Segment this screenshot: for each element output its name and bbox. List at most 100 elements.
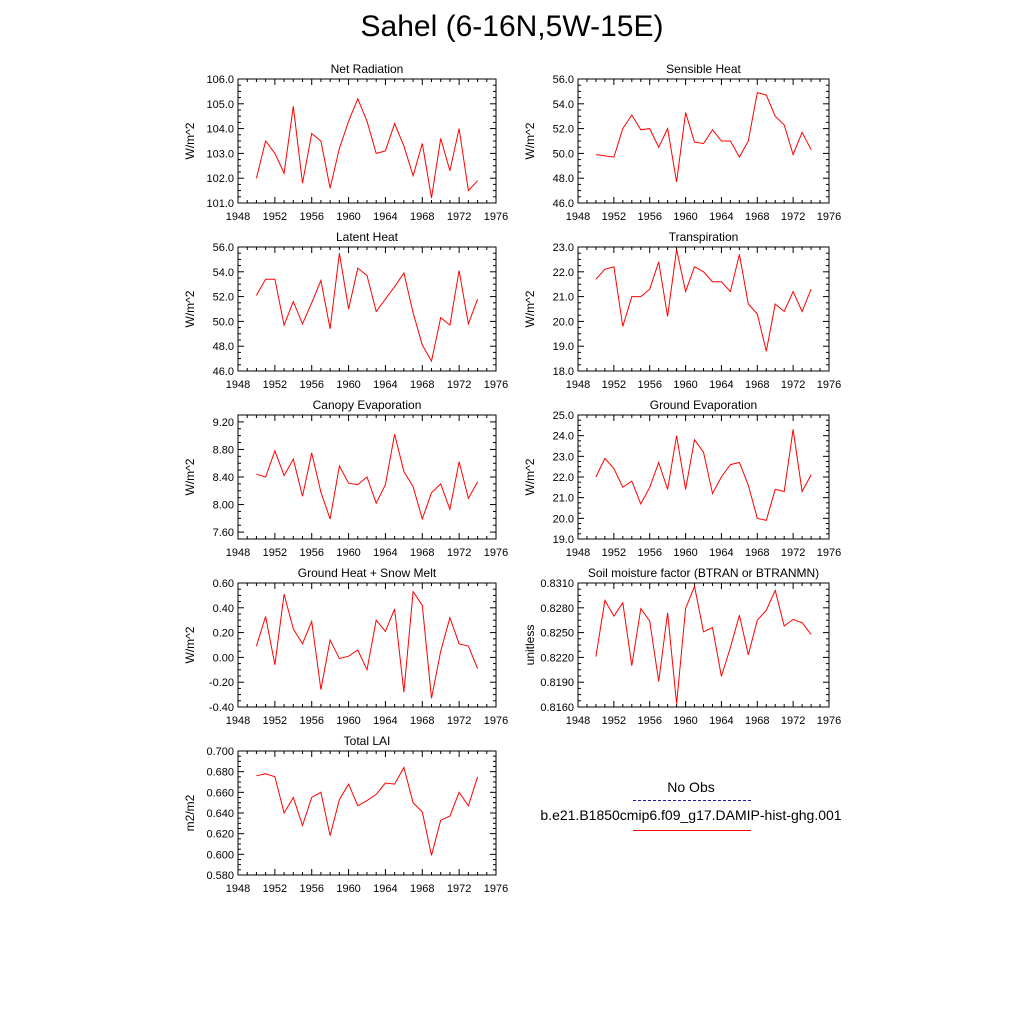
legend-obs-label: No Obs [667,779,715,795]
x-tick-label: 1960 [336,211,360,223]
y-axis-label: W/m^2 [523,122,537,159]
x-tick-label: 1968 [410,715,434,727]
y-tick-label: 19.0 [553,341,574,353]
y-axis-label: W/m^2 [523,290,537,327]
y-tick-label: 0.8220 [540,652,574,664]
y-tick-label: 0.8280 [540,603,574,615]
plot-frame [577,414,830,540]
x-tick-label: 1964 [373,715,397,727]
x-tick-label: 1956 [637,211,661,223]
x-tick-label: 1948 [226,379,250,391]
x-tick-label: 1964 [373,211,397,223]
plot-frame [237,750,497,876]
x-tick-label: 1960 [336,883,360,895]
y-tick-label: 7.60 [213,527,234,539]
x-tick-label: 1948 [566,379,590,391]
y-tick-label: 0.00 [213,652,234,664]
x-tick-label: 1948 [226,547,250,559]
x-tick-label: 1948 [566,715,590,727]
plot-frame [577,246,830,372]
series-line [595,249,812,352]
chart-panel-2: Sensible Heat W/m^2 1948 1952 1956 1960 1964 19… [523,62,841,223]
y-tick-label: 0.40 [213,603,234,615]
y-tick-label: 54.0 [213,267,234,279]
y-tick-label: 21.0 [553,493,574,505]
y-tick-label: 22.0 [553,472,574,484]
x-tick-label: 1960 [673,715,697,727]
chart-panel-1: Net Radiation W/m^2 1948 1952 1956 1960 1964 19… [183,62,508,223]
x-tick-label: 1968 [745,211,769,223]
x-tick-label: 1964 [373,883,397,895]
y-tick-label: 23.0 [553,242,574,254]
y-tick-label: -0.20 [209,677,234,689]
x-tick-label: 1968 [745,547,769,559]
x-tick-label: 1972 [447,883,471,895]
x-tick-label: 1964 [709,379,733,391]
y-tick-label: 52.0 [553,124,574,136]
y-tick-label: 24.0 [553,431,574,443]
legend-series-line [633,830,751,831]
x-tick-label: 1976 [484,211,508,223]
panel-title: Total LAI [344,734,391,748]
series-line [256,766,479,856]
x-tick-label: 1976 [817,547,841,559]
y-tick-label: 0.8250 [540,628,574,640]
x-tick-label: 1972 [781,379,805,391]
x-tick-label: 1964 [709,211,733,223]
x-tick-label: 1968 [410,379,434,391]
x-tick-label: 1976 [817,379,841,391]
x-tick-label: 1960 [673,547,697,559]
series-line [255,97,478,199]
y-tick-label: 0.580 [206,870,234,882]
y-tick-label: 101.0 [206,198,234,210]
page-title: Sahel (6-16N,5W-15E) [360,10,664,43]
y-tick-label: 9.20 [213,417,234,429]
x-tick-label: 1948 [566,211,590,223]
y-tick-label: 0.620 [206,829,234,841]
y-tick-label: 50.0 [213,316,234,328]
series-line [256,434,479,521]
x-tick-label: 1964 [709,547,733,559]
x-tick-label: 1952 [602,211,626,223]
y-tick-label: 0.660 [206,787,234,799]
y-tick-label: 0.20 [213,628,234,640]
x-tick-label: 1972 [781,211,805,223]
legend-obs-line [633,800,751,801]
y-tick-label: -0.40 [209,702,234,714]
y-tick-label: 18.0 [553,366,574,378]
x-tick-label: 1956 [299,379,323,391]
y-tick-label: 56.0 [553,74,574,86]
y-tick-label: 102.0 [206,173,234,185]
x-tick-label: 1956 [637,547,661,559]
x-tick-label: 1968 [410,547,434,559]
plot-frame [577,582,830,708]
y-tick-label: 0.8310 [540,578,574,590]
y-tick-label: 48.0 [553,173,574,185]
panel-title: Ground Evaporation [650,398,757,412]
chart-panel-8: Soil moisture factor (BTRAN or BTRANMN) u… [523,566,841,727]
y-axis-label: W/m^2 [523,458,537,495]
x-tick-label: 1968 [410,211,434,223]
panel-title: Net Radiation [331,62,404,76]
y-tick-label: 0.8160 [540,702,574,714]
x-tick-label: 1952 [263,211,287,223]
series-line [255,253,479,363]
y-tick-label: 104.0 [206,124,234,136]
y-tick-label: 8.80 [213,444,234,456]
x-tick-label: 1976 [817,211,841,223]
y-tick-label: 8.00 [213,500,234,512]
y-tick-label: 25.0 [553,410,574,422]
y-tick-label: 0.640 [206,808,234,820]
x-tick-label: 1948 [226,715,250,727]
x-tick-label: 1948 [226,211,250,223]
x-tick-label: 1956 [299,715,323,727]
x-tick-label: 1956 [637,715,661,727]
series-line [255,590,479,699]
panel-title: Canopy Evaporation [313,398,422,412]
x-tick-label: 1972 [781,715,805,727]
y-tick-label: 8.40 [213,472,234,484]
y-axis-label: W/m^2 [183,458,197,495]
x-tick-label: 1960 [673,211,697,223]
x-tick-label: 1972 [447,547,471,559]
